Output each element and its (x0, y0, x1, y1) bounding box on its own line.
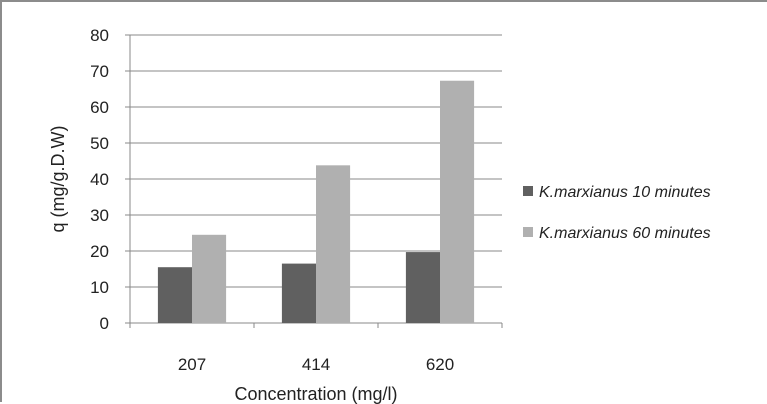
x-tick-label-207: 207 (178, 355, 206, 374)
legend-label-10-minutes: K.marxianus 10 minutes (539, 184, 711, 201)
bar-series2-207 (192, 234, 227, 323)
y-tick-label-70: 70 (90, 62, 109, 81)
bar-series1-207 (157, 267, 192, 323)
legend: K.marxianus 10 minutes K.marxianus 60 mi… (523, 184, 711, 242)
y-tick-label-0: 0 (100, 314, 109, 333)
bar-series2-620 (440, 80, 475, 323)
x-axis-title: Concentration (mg/l) (234, 384, 397, 404)
bar-series2-414 (316, 165, 351, 323)
bars (157, 80, 475, 323)
y-tick-label-60: 60 (90, 98, 109, 117)
x-tick-label-620: 620 (426, 355, 454, 374)
y-tick-label-80: 80 (90, 26, 109, 45)
legend-swatch-60-minutes (523, 227, 533, 237)
y-tick-labels: 0 10 20 30 40 50 60 70 80 (90, 26, 109, 333)
legend-swatch-10-minutes (523, 186, 533, 196)
y-tick-label-10: 10 (90, 278, 109, 297)
y-axis-title: q (mg/g.D.W) (48, 125, 68, 232)
bar-series1-620 (405, 252, 440, 323)
x-tick-label-414: 414 (302, 355, 330, 374)
y-tick-label-50: 50 (90, 134, 109, 153)
bar-series1-414 (281, 263, 316, 323)
y-tick-label-40: 40 (90, 170, 109, 189)
x-tick-labels: 207 414 620 (178, 355, 454, 374)
y-tick-label-20: 20 (90, 242, 109, 261)
y-tick-label-30: 30 (90, 206, 109, 225)
legend-label-60-minutes: K.marxianus 60 minutes (539, 225, 711, 242)
